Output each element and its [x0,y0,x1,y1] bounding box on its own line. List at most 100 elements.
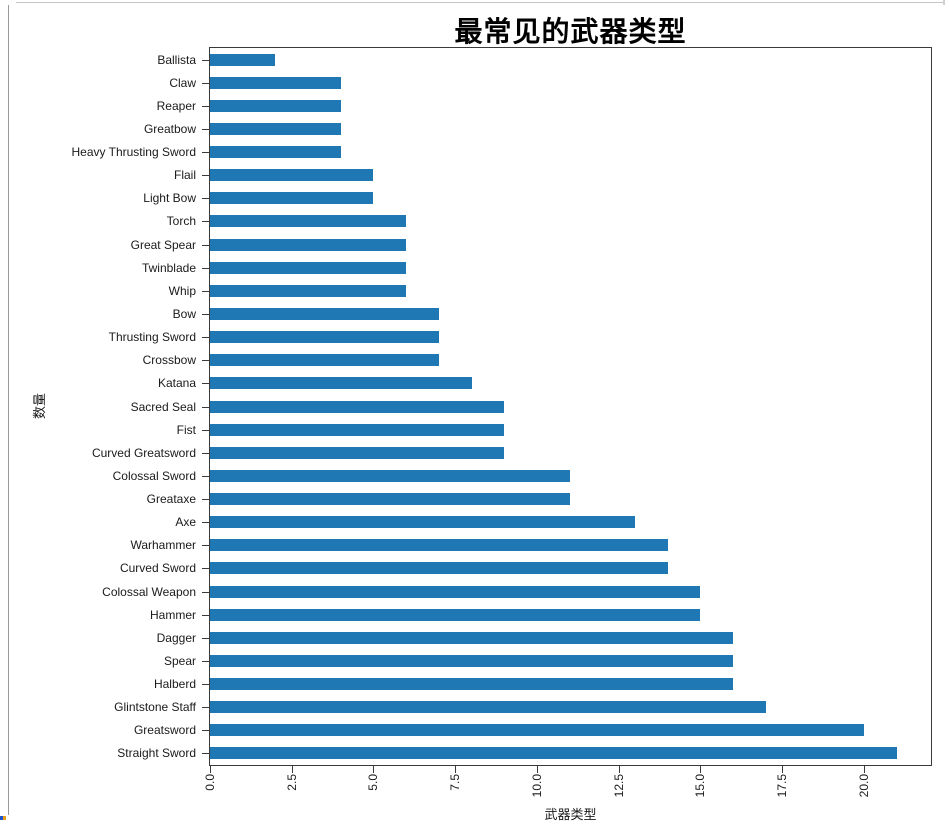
y-tick-label: Twinblade [141,260,196,275]
bar-greataxe [210,493,570,506]
y-axis-tick [202,152,209,154]
y-axis-tick [202,591,209,593]
y-axis-tick [202,660,209,662]
x-axis-tick [373,766,375,773]
y-tick-label: Dagger [156,630,196,645]
x-axis-tick [455,766,457,773]
x-axis-tick [536,766,538,773]
y-axis-tick [202,684,209,686]
bar-greatbow [210,122,341,135]
y-tick-label: Thrusting Sword [108,330,196,345]
bar-warhammer [210,539,668,552]
bar-spear [210,654,734,667]
y-axis-tick [202,360,209,362]
y-axis-tick [202,614,209,616]
bar-greatsword [210,724,864,737]
bar-glintstone-staff [210,701,766,714]
x-axis-tick [618,766,620,773]
x-axis-tick [782,766,784,773]
y-tick-label: Whip [168,283,196,298]
bar-claw [210,76,341,89]
bar-axe [210,516,636,529]
y-tick-label: Axe [175,515,196,530]
x-tick-label-text: 2.5 [284,774,299,791]
plot-area [202,47,932,773]
x-axis-label: 武器类型 [544,807,597,822]
x-tick-label-text: 12.5 [611,774,626,798]
x-tick-label-text: 20.0 [856,774,871,798]
y-tick-label: Straight Sword [117,746,196,761]
bar-dagger [210,631,734,644]
taskbar-fragment-icon [3,816,6,820]
y-axis-tick [202,522,209,524]
window-border-top [16,2,944,3]
y-tick-label: Great Spear [130,237,196,252]
bar-ballista [210,53,276,66]
bar-crossbow [210,354,439,367]
y-tick-label: Greataxe [146,492,196,507]
window-border-corner [943,0,945,5]
window-border-left [8,5,9,815]
x-tick-label-text: 5.0 [366,774,381,791]
bar-curved-greatsword [210,446,505,459]
y-tick-label: Greatsword [133,723,196,738]
bar-curved-sword [210,562,668,575]
bar-flail [210,169,374,182]
bar-bow [210,307,439,320]
y-axis-tick [202,198,209,200]
y-axis-tick [202,267,209,269]
y-axis-tick [202,753,209,755]
y-axis-tick [202,452,209,454]
bar-torch [210,215,407,228]
y-tick-label: Halberd [153,677,196,692]
bar-colossal-weapon [210,585,701,598]
bar-great-spear [210,238,407,251]
bar-thrusting-sword [210,331,439,344]
y-axis-tick [202,429,209,431]
y-tick-label: Bow [172,306,196,321]
bar-straight-sword [210,747,897,760]
y-tick-label: Glintstone Staff [114,700,196,715]
y-tick-label: Greatbow [143,121,196,136]
y-tick-label: Fist [176,422,196,437]
y-axis-tick [202,59,209,61]
chart-title: 最常见的武器类型 [454,16,687,47]
bar-whip [210,284,407,297]
y-tick-label: Katana [157,376,196,391]
y-axis-tick [202,82,209,84]
bar-hammer [210,608,701,621]
x-tick-label-text: 10.0 [529,774,544,798]
taskbar-fragment-icon [0,816,3,820]
y-axis-tick [202,545,209,547]
x-tick-label-text: 0.0 [203,774,217,791]
y-tick-label: Curved Sword [119,561,196,576]
y-tick-label: Colossal Sword [112,468,196,483]
y-tick-label: Reaper [156,98,196,113]
y-axis-tick [202,128,209,130]
y-tick-label: Warhammer [130,538,196,553]
y-tick-label: Colossal Weapon [102,584,196,599]
y-tick-label: Torch [166,214,196,229]
y-axis-tick [202,730,209,732]
x-axis-tick [291,766,293,773]
y-axis-tick [202,475,209,477]
y-axis-tick [202,244,209,246]
y-axis-tick [202,383,209,385]
y-tick-label: Spear [163,653,196,668]
x-tick-label-text: 17.5 [775,774,790,798]
y-tick-label: Hammer [149,607,196,622]
y-axis-tick [202,406,209,408]
x-axis-tick [210,766,211,773]
bar-light-bow [210,192,374,205]
x-axis-tick [700,766,702,773]
y-tick-label: Curved Greatsword [91,445,196,460]
x-tick-label-text: 15.0 [693,774,708,798]
x-tick-label-text: 7.5 [448,774,463,791]
bar-katana [210,377,472,390]
y-axis-tick [202,290,209,292]
bar-colossal-sword [210,469,570,482]
y-axis-tick [202,313,209,315]
y-axis-tick [202,707,209,709]
y-tick-label: Crossbow [142,353,196,368]
